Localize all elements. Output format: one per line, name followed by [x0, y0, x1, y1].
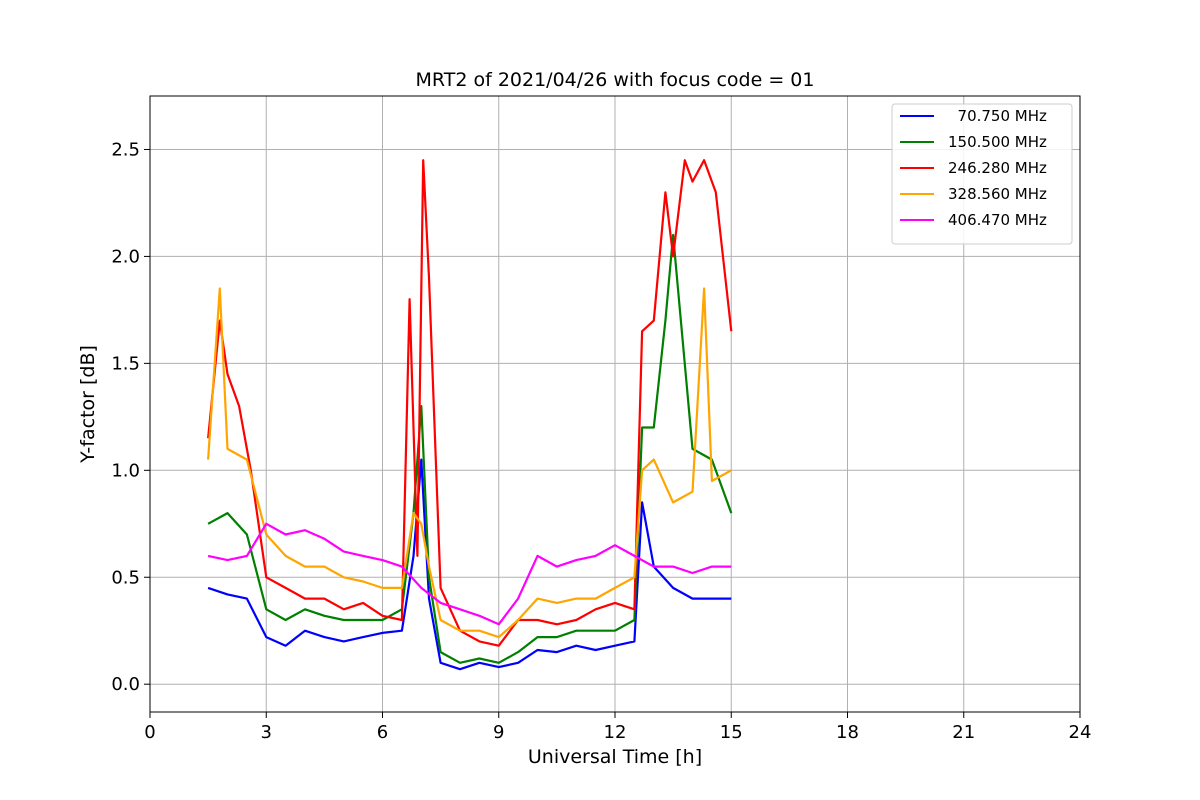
legend-entry-label: 246.280 MHz — [948, 159, 1047, 177]
legend-entry-label: 328.560 MHz — [948, 185, 1047, 203]
legend: 70.750 MHz 150.500 MHz 246.280 MHz 328.560 … — [891, 103, 1073, 245]
chart-title: MRT2 of 2021/04/26 with focus code = 01 — [416, 69, 815, 91]
legend-entry-label: 70.750 MHz — [948, 107, 1047, 125]
x-tick-label: 24 — [1069, 722, 1092, 743]
y-tick-label: 0.0 — [111, 674, 140, 695]
series-line-1 — [207, 233, 733, 664]
axis-ticks: 0 3 6 9 12 15 18 21 24 0.0 0.5 1.0 1.5 2.0 2.5 — [111, 139, 1091, 743]
x-tick-label: 21 — [952, 722, 975, 743]
legend-entry-label: 150.500 MHz — [948, 133, 1047, 151]
series-line-0 — [207, 458, 732, 671]
x-tick-label: 0 — [144, 722, 155, 743]
y-tick-label: 2.5 — [111, 139, 140, 160]
y-tick-label: 2.0 — [111, 246, 140, 267]
x-tick-label: 12 — [604, 722, 627, 743]
y-tick-label: 1.5 — [111, 353, 140, 374]
y-tick-label: 1.0 — [111, 460, 140, 481]
x-tick-label: 6 — [377, 722, 388, 743]
y-axis-label: Y-factor [dB] — [77, 345, 99, 464]
legend-entry-label: 406.470 MHz — [948, 211, 1047, 229]
x-axis-label: Universal Time [h] — [528, 746, 702, 768]
x-tick-label: 9 — [493, 722, 504, 743]
series-lines — [207, 159, 733, 671]
series-line-3 — [207, 287, 732, 639]
x-tick-label: 15 — [720, 722, 743, 743]
legend-box — [891, 103, 1073, 245]
series-line-4 — [207, 522, 732, 626]
x-tick-label: 18 — [836, 722, 859, 743]
x-tick-label: 3 — [261, 722, 272, 743]
y-tick-label: 0.5 — [111, 567, 140, 588]
